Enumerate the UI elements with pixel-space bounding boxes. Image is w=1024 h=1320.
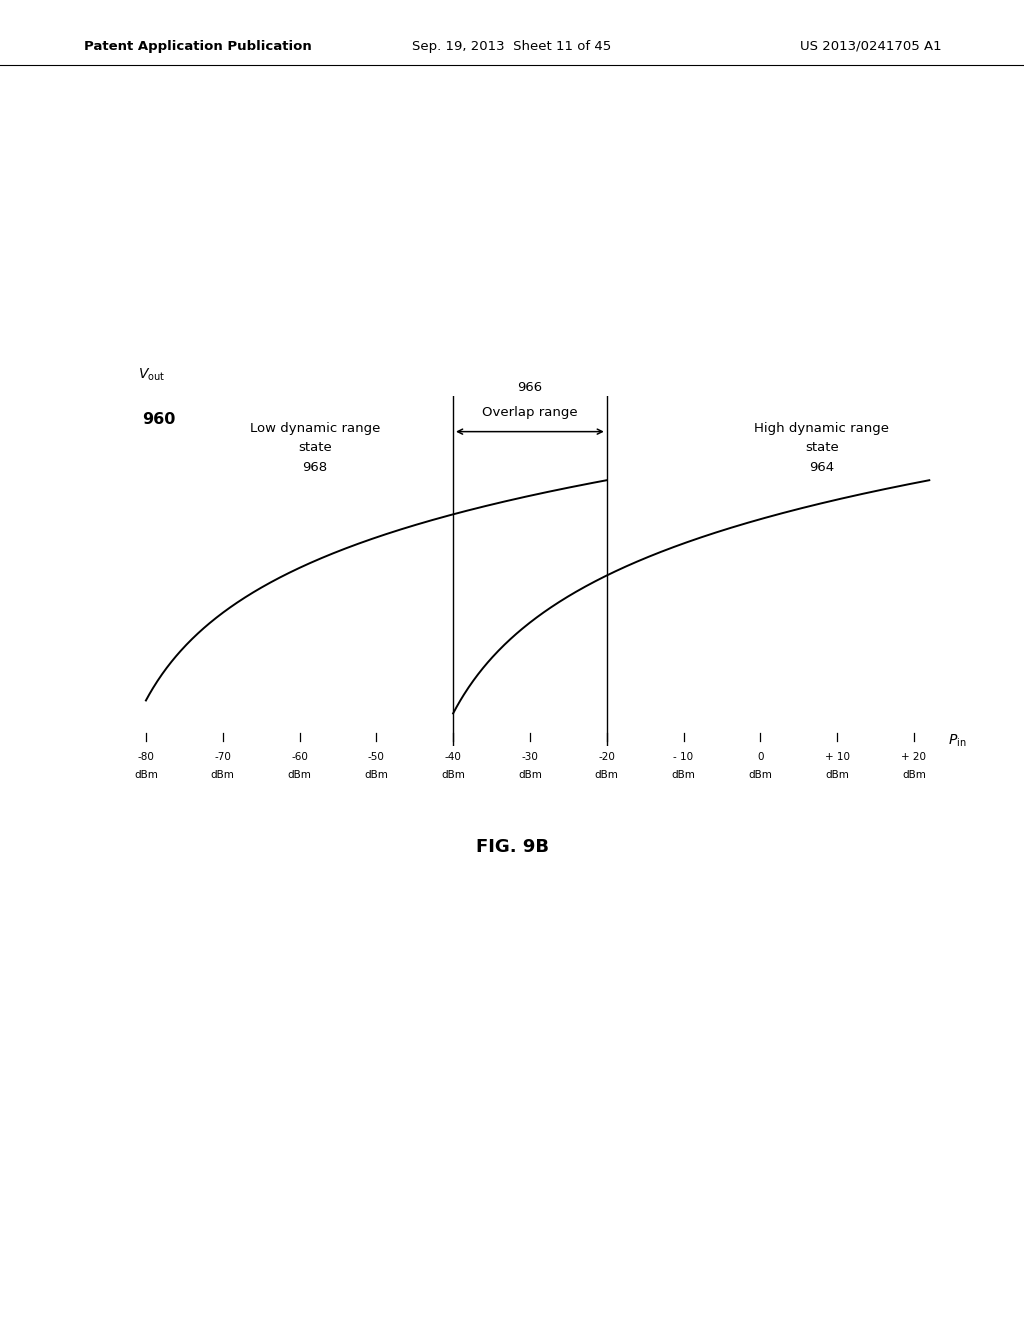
Text: dBm: dBm [518, 770, 542, 780]
Text: 964: 964 [809, 461, 835, 474]
Text: + 10: + 10 [824, 752, 850, 762]
Text: - 10: - 10 [674, 752, 693, 762]
Text: Patent Application Publication: Patent Application Publication [84, 40, 311, 53]
Text: -30: -30 [521, 752, 539, 762]
Text: -70: -70 [214, 752, 231, 762]
Text: US 2013/0241705 A1: US 2013/0241705 A1 [801, 40, 942, 53]
Text: dBm: dBm [211, 770, 234, 780]
Text: dBm: dBm [595, 770, 618, 780]
Text: -80: -80 [137, 752, 155, 762]
Text: dBm: dBm [134, 770, 158, 780]
Text: FIG. 9B: FIG. 9B [475, 838, 549, 857]
Text: $P_\mathrm{in}$: $P_\mathrm{in}$ [948, 733, 967, 750]
Text: dBm: dBm [825, 770, 849, 780]
Text: 0: 0 [757, 752, 764, 762]
Text: dBm: dBm [902, 770, 926, 780]
Text: dBm: dBm [441, 770, 465, 780]
Text: 960: 960 [142, 412, 175, 428]
Text: -20: -20 [598, 752, 615, 762]
Text: Overlap range: Overlap range [482, 405, 578, 418]
Text: dBm: dBm [288, 770, 311, 780]
Text: + 20: + 20 [901, 752, 927, 762]
Text: -40: -40 [444, 752, 462, 762]
Text: state: state [805, 441, 839, 454]
Text: 968: 968 [302, 461, 328, 474]
Text: dBm: dBm [749, 770, 772, 780]
Text: High dynamic range: High dynamic range [755, 422, 889, 434]
Text: -50: -50 [368, 752, 385, 762]
Text: state: state [298, 441, 332, 454]
Text: Low dynamic range: Low dynamic range [250, 422, 380, 434]
Text: Sep. 19, 2013  Sheet 11 of 45: Sep. 19, 2013 Sheet 11 of 45 [413, 40, 611, 53]
Text: $V_\mathrm{out}$: $V_\mathrm{out}$ [138, 367, 166, 383]
Text: dBm: dBm [365, 770, 388, 780]
Text: -60: -60 [291, 752, 308, 762]
Text: 966: 966 [517, 381, 543, 395]
Text: dBm: dBm [672, 770, 695, 780]
